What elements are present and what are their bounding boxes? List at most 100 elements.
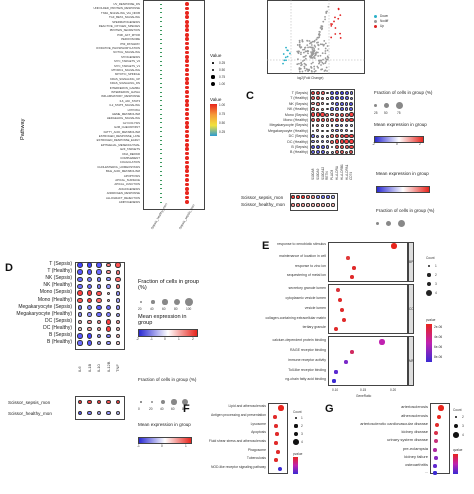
c-expression-dot bbox=[349, 134, 354, 139]
e-term-label: tertiary granule bbox=[302, 325, 326, 329]
d-row-label: Mono (Healthy) bbox=[37, 296, 72, 303]
d-color-bar bbox=[138, 329, 198, 337]
e-p-bar bbox=[426, 324, 432, 362]
healthy-marker bbox=[160, 78, 162, 80]
c-expression-dot bbox=[325, 112, 330, 117]
healthy-marker bbox=[160, 166, 162, 168]
pathway-dot bbox=[185, 85, 189, 90]
healthy-marker bbox=[160, 60, 162, 62]
d-row-label: Megakaryocyte (Healthy) bbox=[16, 310, 72, 317]
c-expression-dot bbox=[349, 144, 354, 150]
pathway-label: COMPLEMENT bbox=[120, 156, 140, 160]
d-expression-dot bbox=[77, 312, 83, 317]
c-expression-dot bbox=[335, 129, 339, 133]
pathway-dot bbox=[185, 125, 189, 130]
c-expression-dot bbox=[311, 150, 315, 155]
pathway-dot bbox=[185, 54, 189, 59]
e-p-tick: 8e-06 bbox=[434, 355, 443, 359]
d-expression-dot bbox=[96, 283, 102, 289]
volcano-point bbox=[302, 51, 305, 54]
volcano-point bbox=[307, 70, 309, 73]
pathway-label: G2M_CHECKPOINT bbox=[114, 125, 140, 130]
volcano-point bbox=[320, 68, 323, 71]
healthy-marker bbox=[160, 117, 162, 120]
pathway-dot bbox=[185, 160, 189, 165]
c-frac-tick: 50 bbox=[384, 111, 388, 115]
c-expression-dot bbox=[334, 144, 340, 150]
d-lower-frac-tick: 80 bbox=[182, 407, 186, 411]
d-row-label: DC (Healthy) bbox=[43, 324, 72, 331]
d-expression-dot bbox=[106, 262, 111, 268]
e-count-dot bbox=[428, 265, 430, 267]
d-expression-dot bbox=[115, 312, 121, 317]
healthy-marker bbox=[160, 29, 162, 32]
c-frac-title: Fraction of cells in group (%) bbox=[374, 90, 433, 95]
d-expression-dot bbox=[77, 283, 83, 289]
c-lower-dot bbox=[291, 203, 295, 207]
volcano-point bbox=[324, 57, 327, 60]
d-lower-frac-title: Fraction of cells in group (%) bbox=[138, 377, 197, 382]
volcano-point bbox=[311, 47, 314, 49]
dotplot-frame bbox=[143, 0, 205, 210]
d-expression-dot bbox=[116, 341, 120, 345]
c-expression-dot bbox=[335, 150, 339, 155]
e-term-label: calcium-dependent protein binding bbox=[272, 338, 326, 342]
c-expression-dot bbox=[330, 112, 334, 117]
pathway-label: ESTROGEN_RESPONSE_EARLY bbox=[96, 138, 140, 143]
c-gene-label: PLAC8 bbox=[330, 169, 335, 180]
c-gene-label: HLA-DPA1 bbox=[344, 164, 349, 180]
volcano-point bbox=[310, 41, 313, 44]
d-expression-dot bbox=[96, 262, 102, 268]
volcano-point bbox=[326, 70, 328, 72]
c-expression-dot bbox=[325, 145, 330, 149]
healthy-marker bbox=[160, 126, 162, 128]
c-dot-frame bbox=[310, 89, 355, 155]
d-lower-dot bbox=[115, 410, 121, 416]
c-lower-row: Scissor_healthy_mon bbox=[241, 202, 285, 207]
c-expression-dot bbox=[330, 139, 335, 144]
pathway-label: IL6_JAK_STAT3 bbox=[119, 98, 140, 103]
volcano-point bbox=[317, 36, 320, 39]
volcano-point bbox=[313, 40, 316, 43]
volcano-point bbox=[339, 14, 342, 17]
f-count-title: Count bbox=[293, 410, 302, 414]
healthy-marker bbox=[160, 56, 162, 58]
d-expression-dot bbox=[106, 312, 111, 318]
pathway-label: UNFOLDED_PROTEIN_RESPONSE bbox=[93, 6, 140, 11]
f-enrichment-dot bbox=[273, 415, 277, 419]
c-gene-label: HLA-DRA bbox=[335, 166, 339, 180]
volcano-point bbox=[297, 50, 300, 53]
d-expression-dot bbox=[87, 319, 92, 325]
f-term-label: Lipid and atherosclerosis bbox=[228, 404, 266, 408]
c-lower-dot bbox=[306, 195, 310, 199]
pathway-dot bbox=[185, 63, 189, 68]
c-expression-dot bbox=[345, 129, 349, 133]
d-expression-dot bbox=[115, 319, 121, 324]
g-term-label: osteoarthritis bbox=[405, 462, 428, 467]
e-facet-label: CC bbox=[409, 307, 414, 311]
color-tick: 0.25 bbox=[219, 130, 226, 134]
c-expression-dot bbox=[330, 90, 335, 96]
g-term-label: arteriosclerotic cardiovascular disease bbox=[360, 421, 428, 426]
d-frac-dot bbox=[151, 300, 155, 304]
pathway-label: CHOLESTEROL_HOMEOSTASIS bbox=[97, 164, 140, 169]
c-expression-dot bbox=[335, 101, 339, 106]
c-lower-row: Scissor_sepsis_mon bbox=[241, 195, 284, 200]
pathway-label: ADIPOGENESIS bbox=[118, 200, 140, 204]
pathway-dot bbox=[185, 178, 189, 182]
color-legend-title: Value bbox=[210, 97, 222, 102]
volcano-point bbox=[283, 59, 286, 62]
healthy-marker bbox=[160, 170, 162, 172]
d-expression-dot bbox=[77, 297, 83, 304]
f-p-bar bbox=[293, 457, 298, 474]
d-lower-row: Scissor_sepsis_mon bbox=[8, 400, 51, 405]
volcano-point bbox=[326, 55, 329, 58]
d-frac-dot bbox=[173, 298, 181, 306]
c-expression-dot bbox=[334, 117, 340, 123]
volcano-point bbox=[307, 52, 309, 55]
healthy-marker bbox=[160, 21, 162, 23]
pathway-label: EPITHELIAL_MESENCHYMAL bbox=[100, 142, 140, 147]
c-lower-dot bbox=[326, 203, 330, 207]
healthy-marker bbox=[160, 100, 162, 102]
c-row-label: Megakaryocyte (Healthy) bbox=[268, 128, 308, 133]
